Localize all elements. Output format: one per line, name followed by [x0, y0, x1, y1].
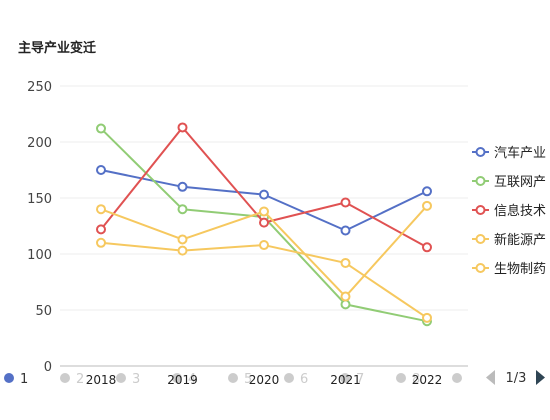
timeline-dot-icon: [116, 373, 126, 383]
timeline-page-label: 2: [76, 372, 84, 387]
legend-item[interactable]: 新能源产: [472, 232, 546, 248]
data-point[interactable]: [340, 197, 351, 208]
y-tick-label: 200: [27, 136, 52, 151]
timeline-page-item[interactable]: 3: [116, 372, 140, 387]
legend-label: 生物制药: [494, 262, 546, 277]
y-tick-label: 150: [27, 192, 52, 207]
legend-label: 汽车产业: [494, 145, 546, 161]
legend-page-indicator: 1/3: [506, 371, 527, 386]
timeline-page-item[interactable]: 8: [396, 372, 420, 387]
series-group: [96, 237, 432, 323]
y-tick-label: 250: [27, 80, 52, 95]
legend-marker-icon: [475, 176, 486, 186]
data-point[interactable]: [96, 165, 106, 175]
timeline-page-item[interactable]: 7: [340, 372, 364, 387]
timeline-page-label: 1: [20, 372, 28, 387]
timeline-dot-icon: [284, 373, 294, 383]
timeline-dot-icon[interactable]: [452, 373, 462, 383]
timeline-page-label: 6: [300, 372, 308, 387]
x-tick-label: 2019: [167, 373, 198, 387]
y-tick-label: 50: [35, 304, 52, 319]
x-tick-label: 2020: [249, 373, 280, 387]
data-point[interactable]: [259, 206, 269, 217]
x-axis-ticks: 2018 2019 2020 2021 2022: [86, 373, 443, 387]
legend-label: 新能源产: [494, 232, 546, 248]
data-point[interactable]: [422, 200, 432, 211]
data-point[interactable]: [259, 217, 269, 228]
timeline-dot-icon: [228, 373, 238, 383]
legend-marker-icon: [475, 234, 486, 244]
legend-label: 信息技术: [494, 203, 546, 219]
timeline-page-label: 8: [412, 372, 420, 387]
timeline-dot-icon: [340, 373, 350, 383]
y-tick-label: 0: [44, 360, 52, 375]
legend-item[interactable]: 生物制药: [472, 262, 546, 277]
legend-marker-icon: [475, 147, 486, 157]
timeline-page-item[interactable]: 1: [4, 372, 28, 387]
timeline-dot-icon: [60, 373, 70, 383]
series-group: [96, 200, 432, 302]
legend-item[interactable]: 信息技术: [472, 203, 546, 219]
chart-title: 主导产业变迁: [18, 40, 96, 56]
x-tick-label: 2022: [412, 373, 443, 387]
data-point[interactable]: [340, 257, 351, 268]
data-point[interactable]: [177, 204, 188, 215]
legend-marker-icon: [475, 263, 486, 273]
timeline-page-label: 5: [244, 372, 252, 387]
data-point[interactable]: [422, 186, 432, 197]
data-point[interactable]: [177, 234, 188, 245]
timeline-page-label: 3: [132, 372, 140, 387]
y-axis-ticks: 0 50 100 150 200 250: [27, 80, 52, 375]
timeline-pager[interactable]: 1 2 3 4 5 6 7 8: [4, 372, 462, 387]
data-point[interactable]: [177, 122, 188, 133]
data-point[interactable]: [259, 189, 269, 200]
timeline-dot-icon: [172, 373, 182, 383]
timeline-page-item[interactable]: 6: [284, 372, 308, 387]
timeline-dot-icon: [4, 373, 14, 383]
series-group: [96, 122, 432, 253]
legend-item[interactable]: 汽车产业: [472, 145, 546, 161]
data-point[interactable]: [259, 240, 269, 251]
timeline-page-item[interactable]: 2: [60, 372, 84, 387]
timeline-page-label: 7: [356, 372, 364, 387]
data-point[interactable]: [96, 204, 106, 215]
data-point[interactable]: [340, 225, 351, 236]
legend-label: 互联网产: [494, 175, 546, 190]
series-line: [100, 126, 428, 249]
y-tick-label: 100: [27, 248, 52, 263]
data-point[interactable]: [340, 291, 351, 302]
data-point[interactable]: [422, 312, 432, 323]
legend-pager[interactable]: 1/3: [486, 370, 545, 386]
legend-marker-icon: [475, 205, 486, 215]
x-tick-label: 2018: [86, 373, 117, 387]
legend-item[interactable]: 互联网产: [472, 175, 546, 190]
data-point[interactable]: [96, 237, 106, 248]
data-point[interactable]: [340, 299, 351, 310]
data-point[interactable]: [96, 224, 106, 235]
grid-lines: [60, 85, 468, 367]
series-lines: [96, 122, 432, 327]
x-tick-label: 2021: [330, 373, 361, 387]
timeline-page-label: 4: [188, 372, 196, 387]
triangle-right-icon[interactable]: [536, 370, 545, 385]
timeline-page-item[interactable]: 4: [172, 372, 196, 387]
data-point[interactable]: [177, 245, 188, 256]
data-point[interactable]: [96, 123, 106, 134]
timeline-page-item[interactable]: 5: [228, 372, 252, 387]
data-point[interactable]: [422, 242, 432, 253]
triangle-left-icon[interactable]: [486, 370, 495, 385]
timeline-dot-icon: [396, 373, 406, 383]
data-point[interactable]: [177, 181, 188, 192]
